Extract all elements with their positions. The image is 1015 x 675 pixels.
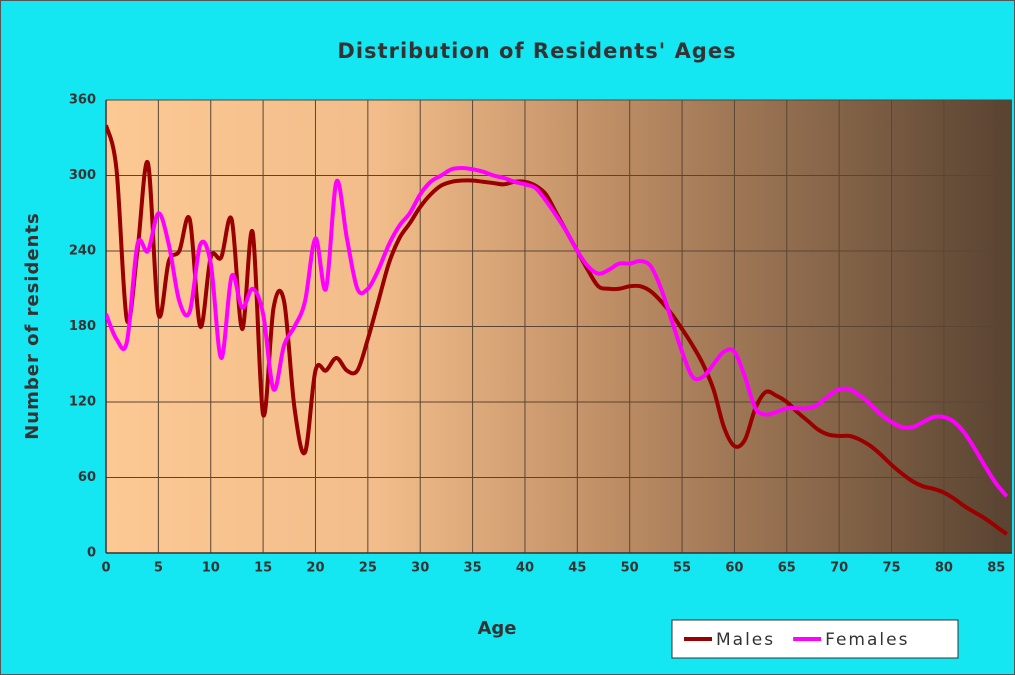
x-tick-label: 35	[464, 561, 482, 576]
y-tick-label: 360	[69, 93, 96, 108]
line-series	[106, 165, 1009, 498]
x-tick-label: 65	[778, 561, 796, 576]
y-tick-label: 0	[87, 546, 96, 561]
x-tick-label: 0	[101, 561, 110, 576]
x-tick-label: 55	[673, 561, 691, 576]
y-tick-label: 60	[78, 470, 96, 485]
x-tick-label: 30	[411, 561, 429, 576]
y-axis-label: Number of residents	[22, 212, 43, 440]
y-tick-label: 180	[69, 319, 96, 334]
legend-label: Females	[825, 630, 909, 650]
x-tick-label: 70	[830, 561, 848, 576]
y-tick-label: 240	[69, 244, 96, 259]
line-series	[106, 124, 1008, 536]
x-tick-label: 60	[725, 561, 743, 576]
x-tick-label: 10	[202, 561, 220, 576]
x-tick-label: 45	[568, 561, 586, 576]
x-tick-label: 25	[359, 561, 377, 576]
chart-title: Distribution of Residents' Ages	[337, 39, 736, 63]
x-tick-label: 75	[883, 561, 901, 576]
x-tick-label: 85	[987, 561, 1005, 576]
x-tick-label: 40	[516, 561, 534, 576]
x-tick-label: 80	[935, 561, 953, 576]
y-tick-label: 120	[69, 395, 96, 410]
legend-label: Males	[716, 630, 775, 650]
y-tick-label: 300	[69, 168, 96, 183]
x-tick-label: 15	[254, 561, 272, 576]
x-axis-label: Age	[477, 618, 516, 639]
x-tick-label: 5	[154, 561, 163, 576]
x-tick-label: 20	[306, 561, 324, 576]
x-tick-label: 50	[621, 561, 639, 576]
